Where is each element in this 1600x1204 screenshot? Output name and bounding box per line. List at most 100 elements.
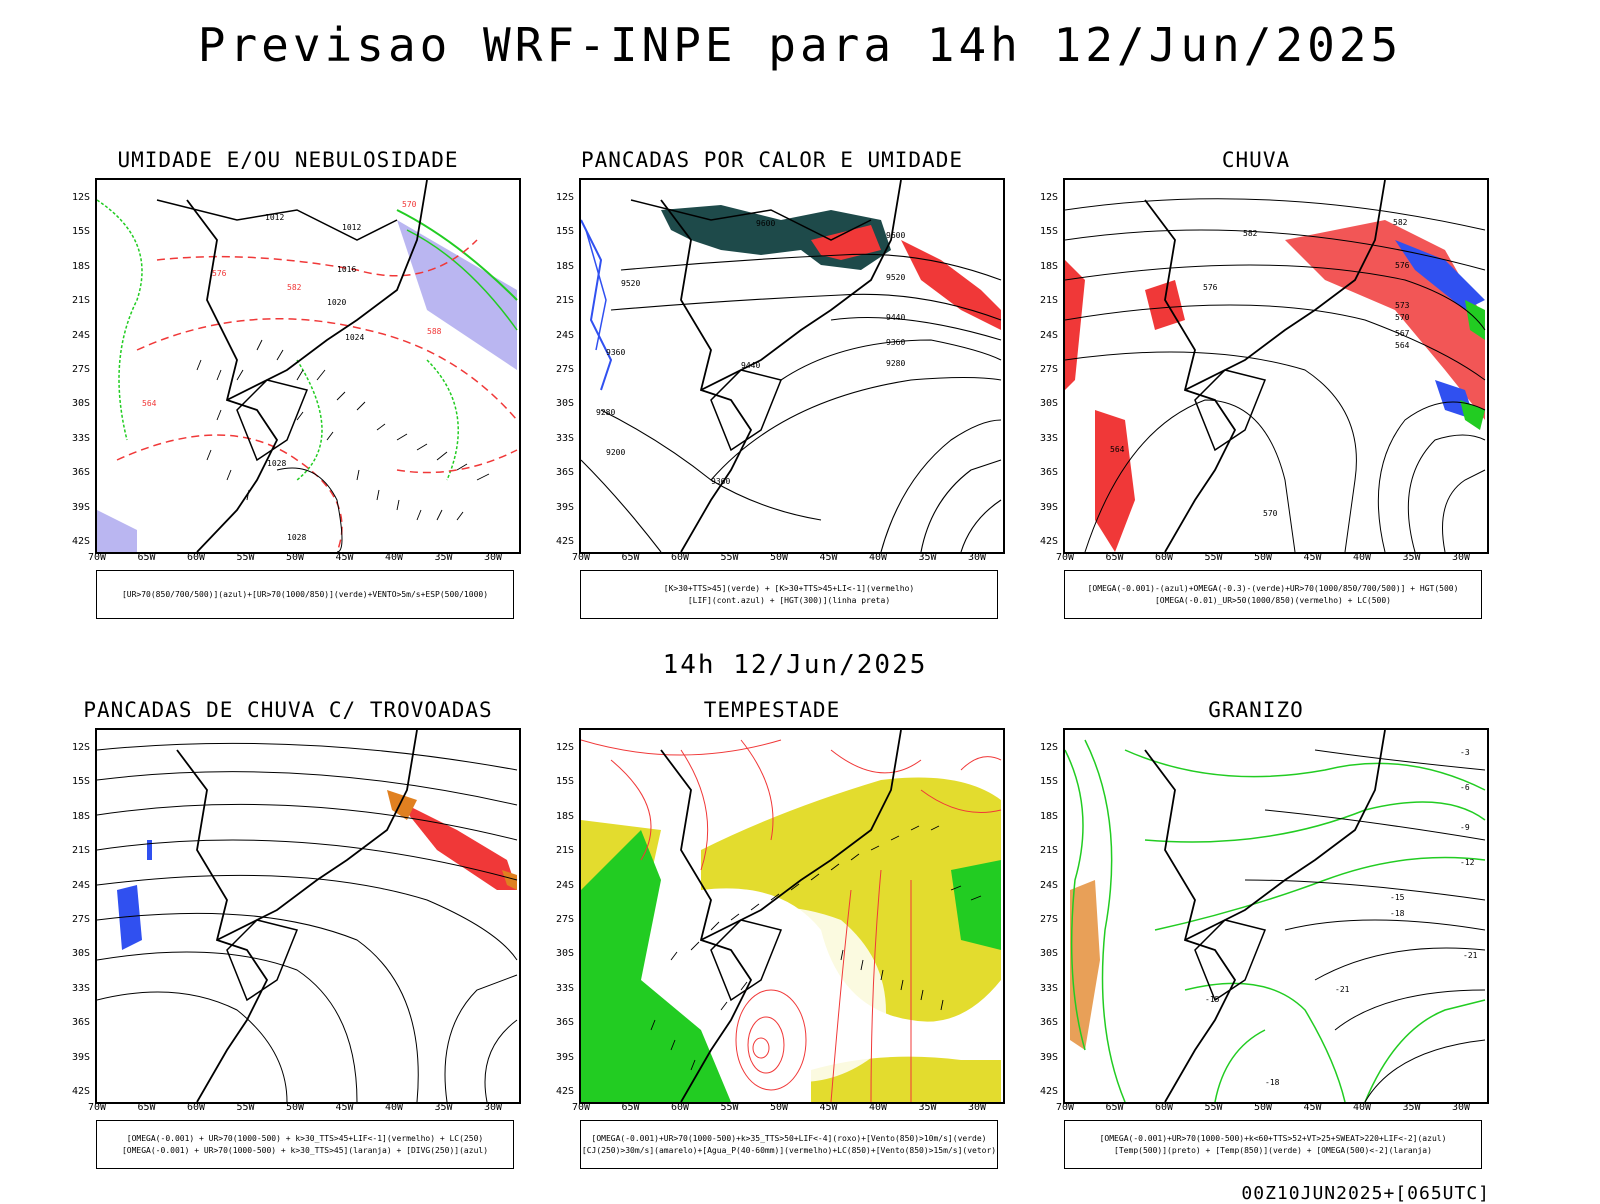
y-tick-label: 24S <box>555 329 574 341</box>
x-tick-label: 60W <box>1154 552 1174 563</box>
legend-box: [OMEGA(-0.001)-(azul)+OMEGA(-0.3)-(verde… <box>1064 570 1482 619</box>
contour-label: 570 <box>1263 509 1278 518</box>
legend-box: [OMEGA(-0.001)+UR>70(1000-500)+k<60+TTS>… <box>1064 1120 1482 1169</box>
y-tick-label: 33S <box>71 982 90 994</box>
y-tick-label: 39S <box>555 501 574 513</box>
y-tick-label: 15S <box>1039 776 1058 788</box>
x-tick-label: 65W <box>137 552 156 563</box>
contour-label: 9440 <box>886 313 905 322</box>
contour-label: 570 <box>402 200 417 209</box>
x-tick-label: 60W <box>186 1102 206 1113</box>
contour-label: 9200 <box>606 448 625 457</box>
x-tick-label: 40W <box>868 552 888 563</box>
contour-label: -3 <box>1460 748 1470 757</box>
contour-label: 9600 <box>886 231 905 240</box>
y-tick-label: 39S <box>71 1051 90 1063</box>
y-tick-label: 30S <box>71 948 90 960</box>
x-tick-label: 40W <box>1352 552 1372 563</box>
contour-label: 1012 <box>342 223 361 232</box>
map-tempestade <box>579 728 1005 1104</box>
y-tick-label: 42S <box>1039 1086 1058 1097</box>
panel-chuva: CHUVA 582 <box>1026 148 1489 648</box>
y-tick-label: 39S <box>1039 1051 1058 1063</box>
x-tick-label: 60W <box>670 1102 690 1113</box>
legend-line: [UR>70(850/700/500)](azul)+[UR>70(1000/8… <box>121 589 489 599</box>
y-tick-label: 18S <box>1039 260 1058 272</box>
x-tick-label: 70W <box>1055 1102 1075 1113</box>
y-tick-label: 30S <box>1039 948 1058 960</box>
contour-label: 1012 <box>265 213 284 222</box>
x-tick-label: 45W <box>1303 1102 1322 1113</box>
y-tick-label: 42S <box>1039 536 1058 547</box>
contour-label: -6 <box>1460 783 1470 792</box>
contour-label: -12 <box>1460 858 1475 867</box>
y-tick-label: 21S <box>1039 845 1058 857</box>
legend-box: [K>30+TTS>45](verde) + [K>30+TTS>45+LI<-… <box>580 570 998 619</box>
y-tick-label: 18S <box>555 260 574 272</box>
moisture-band-lavender <box>97 510 137 552</box>
y-tick-label: 39S <box>555 1051 574 1063</box>
moisture-band-lavender <box>397 220 517 370</box>
y-tick-label: 24S <box>71 879 90 891</box>
x-tick-label: 35W <box>1402 1102 1421 1113</box>
panel-trovoadas: PANCADAS DE CHUVA C/ TROVOADAS <box>58 698 521 1198</box>
y-tick-label: 27S <box>555 914 574 925</box>
x-tick-label: 35W <box>918 1102 937 1113</box>
rain-area-red <box>1095 410 1135 552</box>
x-tick-label: 70W <box>571 1102 591 1113</box>
contour-label: -9 <box>1460 823 1470 832</box>
x-tick-label: 50W <box>1253 552 1273 563</box>
contour-label: 564 <box>1395 341 1410 350</box>
x-tick-label: 65W <box>621 552 640 563</box>
y-tick-label: 42S <box>71 536 90 547</box>
mid-timestamp: 14h 12/Jun/2025 <box>662 650 928 680</box>
y-tick-label: 27S <box>71 364 90 375</box>
x-tick-label: 35W <box>918 552 937 563</box>
contour-label: 573 <box>1395 301 1410 310</box>
map-pancadas-calor: 9600 9600 9520 9520 9440 9360 9280 9440 … <box>579 178 1005 554</box>
panel-umidade: UMIDADE E/OU NEBULOSIDADE <box>58 148 521 648</box>
contour-label: -18 <box>1265 1078 1280 1087</box>
y-tick-label: 30S <box>1039 398 1058 410</box>
y-tick-label: 36S <box>1039 467 1058 479</box>
y-tick-label: 30S <box>71 398 90 410</box>
x-tick-label: 30W <box>483 552 503 563</box>
x-tick-label: 65W <box>1105 552 1124 563</box>
y-tick-label: 15S <box>555 226 574 238</box>
instability-area-red <box>811 225 881 260</box>
x-tick-label: 50W <box>1253 1102 1273 1113</box>
y-tick-label: 21S <box>71 295 90 307</box>
x-tick-label: 50W <box>285 1102 305 1113</box>
jet-area-yellow <box>701 777 1001 1022</box>
x-tick-label: 45W <box>1303 552 1322 563</box>
y-tick-label: 15S <box>71 226 90 238</box>
panel-title: PANCADAS POR CALOR E UMIDADE <box>580 148 963 172</box>
y-tick-label: 12S <box>71 742 90 753</box>
x-tick-label: 55W <box>720 1102 739 1113</box>
y-tick-label: 15S <box>555 776 574 788</box>
y-tick-label: 27S <box>1039 914 1058 925</box>
x-tick-label: 40W <box>868 1102 888 1113</box>
y-tick-label: 15S <box>1039 226 1058 238</box>
y-tick-label: 42S <box>555 1086 574 1097</box>
x-tick-label: 55W <box>1204 1102 1223 1113</box>
x-tick-label: 50W <box>285 552 305 563</box>
map-chuva: 582 582 576 576 573 570 567 564 564 570 <box>1063 178 1489 554</box>
y-tick-label: 21S <box>1039 295 1058 307</box>
storm-area-red <box>397 800 517 890</box>
contour-label: -21 <box>1335 985 1350 994</box>
y-tick-label: 18S <box>1039 810 1058 822</box>
legend-line: [Temp(500)](preto) + [Temp(850)](verde) … <box>1114 1145 1432 1155</box>
y-tick-label: 33S <box>555 432 574 444</box>
contour-label: 9360 <box>711 477 730 486</box>
contour-label: 9280 <box>596 408 615 417</box>
x-tick-label: 45W <box>335 552 354 563</box>
legend-line: [OMEGA(-0.001) + UR>70(1000-500) + k>30_… <box>126 1133 484 1143</box>
run-footer: 00Z10JUN2025+[065UTC] <box>1241 1183 1490 1204</box>
x-tick-label: 70W <box>1055 552 1075 563</box>
x-tick-label: 55W <box>1204 552 1223 563</box>
panel-pancadas-calor: PANCADAS POR CALOR E UMIDADE <box>542 148 1005 648</box>
map-umidade: 1012 1012 1016 1020 1024 1028 1028 570 5… <box>95 178 521 554</box>
contour-label: -18 <box>1390 909 1405 918</box>
x-tick-label: 45W <box>819 1102 838 1113</box>
